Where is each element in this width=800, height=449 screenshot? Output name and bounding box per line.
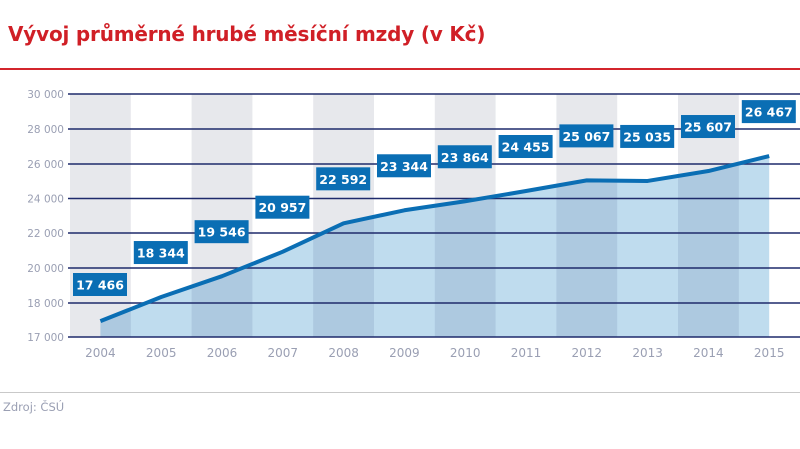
wage-line: [99, 154, 770, 324]
source-note: Zdroj: ČSÚ: [3, 400, 65, 414]
svg-text:25 607: 25 607: [684, 120, 732, 135]
y-axis-ticks: 30 000 28 000 26 000 24 000 22 000 20 000 18 0…: [27, 89, 64, 344]
y-tick-label: 24 000: [27, 194, 64, 206]
data-label: 25 067: [559, 124, 614, 148]
chart-title: Vývoj průměrné hrubé měsíční mzdy (v Kč): [8, 22, 486, 46]
data-label: 24 455: [498, 135, 553, 159]
data-labels: 17 466 18 344 19 546 20 957 22 592 23 344 23 8…: [73, 100, 796, 296]
y-tick-label: 26 000: [27, 159, 64, 171]
x-axis-ticks: 2004 2005 2006 2007 2008 2009 2010 2011 2012 2013…: [85, 346, 784, 360]
x-tick-label: 2004: [85, 346, 116, 360]
x-tick-label: 2011: [511, 346, 542, 360]
wage-area-chart: 30 000 28 000 26 000 24 000 22 000 20 000 18 0…: [27, 89, 800, 360]
svg-text:22 592: 22 592: [319, 172, 367, 187]
x-tick-label: 2015: [754, 346, 785, 360]
x-tick-label: 2006: [207, 346, 238, 360]
title-divider: [0, 68, 800, 70]
gridlines: [68, 93, 800, 338]
y-tick-label: 30 000: [27, 89, 64, 101]
x-tick-label: 2013: [632, 346, 663, 360]
x-tick-label: 2009: [389, 346, 420, 360]
gray-band: [70, 94, 131, 337]
data-label: 18 344: [133, 241, 188, 265]
data-label: 25 607: [681, 115, 735, 139]
trend-line: [99, 154, 770, 324]
y-tick-label: 18 000: [27, 298, 64, 310]
svg-text:24 455: 24 455: [502, 140, 550, 155]
x-tick-label: 2010: [450, 346, 481, 360]
svg-text:19 546: 19 546: [198, 225, 246, 240]
svg-text:23 864: 23 864: [441, 150, 489, 165]
data-label: 23 344: [377, 154, 431, 178]
svg-text:25 067: 25 067: [562, 129, 610, 144]
x-tick-label: 2005: [146, 346, 177, 360]
data-label: 25 035: [620, 124, 675, 148]
svg-text:20 957: 20 957: [258, 200, 306, 215]
y-tick-label: 17 000: [27, 332, 64, 344]
y-tick-label: 22 000: [27, 228, 64, 240]
svg-text:23 344: 23 344: [380, 159, 428, 174]
svg-text:17 466: 17 466: [76, 278, 124, 293]
x-tick-label: 2012: [572, 346, 603, 360]
x-tick-label: 2007: [268, 346, 299, 360]
y-tick-label: 20 000: [27, 263, 64, 275]
y-tick-label: 28 000: [27, 124, 64, 136]
svg-text:26 467: 26 467: [745, 105, 793, 120]
data-label: 22 592: [316, 167, 371, 191]
data-label: 20 957: [255, 195, 310, 219]
footer-divider: [0, 392, 800, 393]
x-tick-label: 2014: [693, 346, 724, 360]
svg-text:18 344: 18 344: [137, 246, 185, 261]
data-label: 17 466: [73, 273, 127, 296]
x-tick-label: 2008: [328, 346, 359, 360]
data-label: 19 546: [194, 220, 249, 244]
data-label: 23 864: [437, 145, 492, 169]
svg-text:25 035: 25 035: [623, 129, 671, 144]
data-label: 26 467: [741, 100, 796, 124]
